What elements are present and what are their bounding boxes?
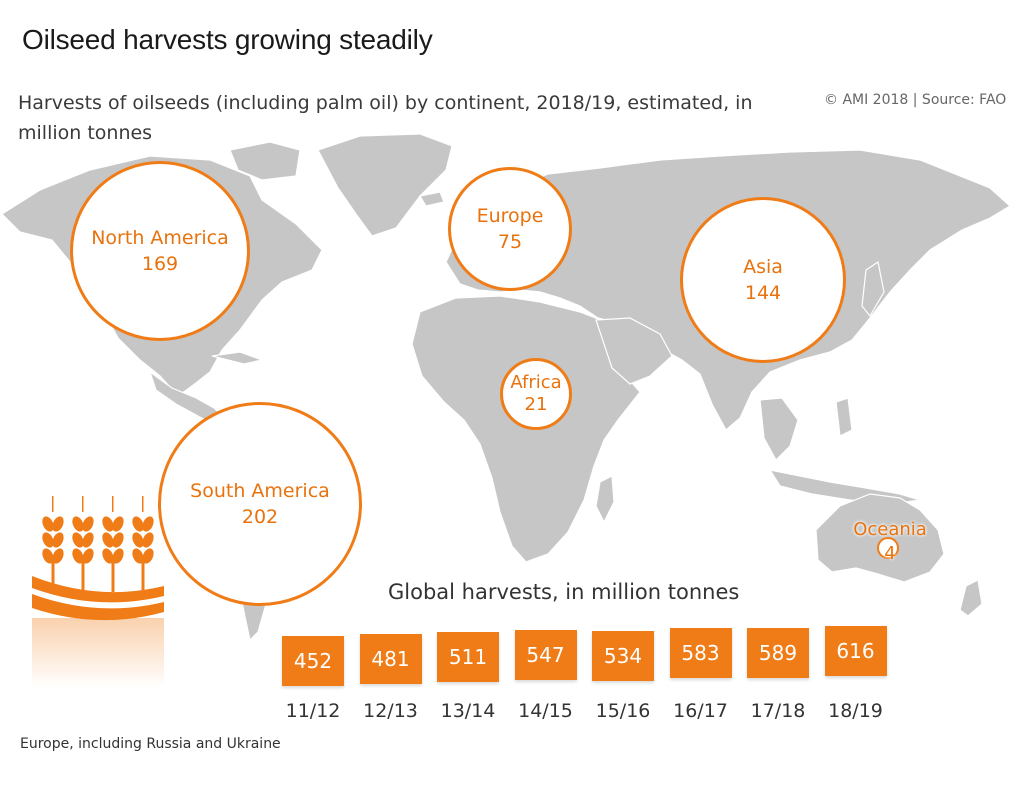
bubble-oceania	[877, 537, 899, 559]
bubble-asia: Asia 144	[680, 197, 846, 363]
greenland-shape	[317, 133, 453, 237]
footnote: Europe, including Russia and Ukraine	[20, 736, 281, 752]
harvest-year-label: 17/18	[750, 700, 806, 722]
continent-label: Africa	[510, 372, 562, 393]
page-title: Oilseed harvests growing steadily	[22, 24, 433, 55]
harvest-year-label: 15/16	[595, 700, 651, 722]
map-subtitle: Harvests of oilseeds (including palm oil…	[18, 92, 753, 144]
harvest-bar: 452	[282, 636, 344, 686]
arabia-shape	[595, 317, 673, 385]
harvest-year-label: 12/13	[363, 700, 418, 722]
africa-shape	[411, 295, 641, 563]
continent-value: 21	[524, 394, 548, 415]
continent-value: 144	[744, 282, 782, 304]
japan-shape	[861, 261, 885, 318]
source-credit: © AMI 2018 | Source: FAO	[824, 92, 1007, 108]
madagascar-shape	[595, 475, 615, 524]
continent-value: 4	[884, 543, 896, 564]
harvest-bar: 547	[514, 630, 577, 681]
harvest-year-label: 18/19	[828, 700, 883, 722]
bubble-europe: Europe 75	[448, 167, 572, 291]
harvest-year-label: 11/12	[285, 700, 341, 722]
australia-shape	[815, 493, 945, 583]
continent-label: South America	[190, 480, 330, 502]
harvest-bar: 481	[359, 634, 422, 685]
new-zealand-shape	[959, 579, 983, 617]
arctic-islands-shape	[229, 141, 301, 181]
continent-value: 202	[241, 506, 279, 528]
continent-value: 169	[141, 253, 179, 275]
continent-value: 75	[497, 231, 523, 253]
caribbean-shape	[211, 351, 265, 365]
philippines-shape	[835, 397, 853, 437]
continent-label: Europe	[476, 205, 544, 227]
harvest-bar: 511	[437, 632, 499, 683]
bubble-north-america: North America 169	[70, 161, 250, 341]
harvest-year-label: 13/14	[440, 700, 496, 722]
harvest-year-label: 16/17	[673, 700, 728, 722]
wheat-logo-icon	[32, 496, 164, 688]
harvest-bar: 616	[824, 626, 887, 676]
continent-label: Oceania	[853, 519, 927, 540]
harvest-bar: 583	[669, 628, 732, 678]
harvest-year-label: 14/15	[518, 700, 573, 722]
bubble-africa: Africa 21	[500, 358, 572, 430]
southeast-asia-shape	[759, 397, 799, 461]
oceania-label-group: Oceania 4	[838, 518, 942, 566]
continent-label: North America	[91, 227, 229, 249]
iceland-shape	[419, 191, 445, 207]
chart-title: Global harvests, in million tonnes	[388, 580, 740, 604]
continent-label: Asia	[743, 256, 783, 278]
harvest-bar: 589	[747, 627, 809, 678]
bubble-south-america: South America 202	[158, 402, 362, 606]
harvest-bar: 534	[592, 631, 654, 681]
